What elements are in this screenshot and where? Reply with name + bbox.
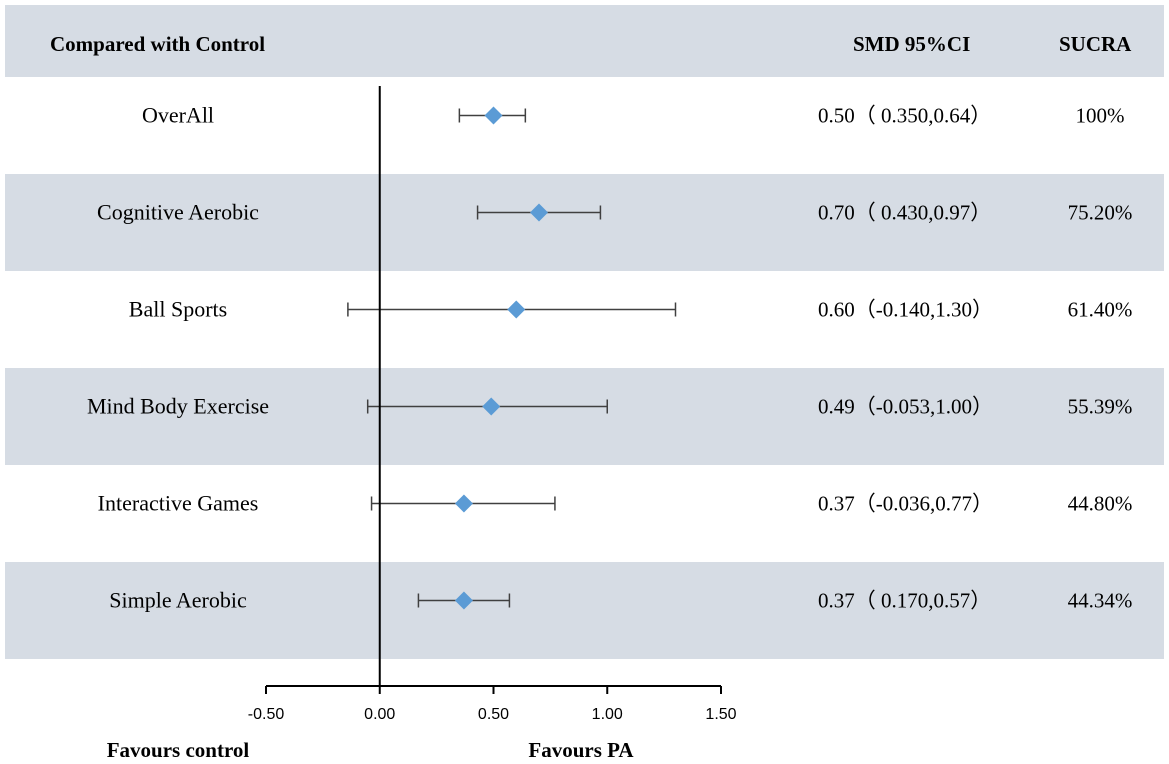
row-label: Simple Aerobic (109, 588, 247, 613)
row-label: Cognitive Aerobic (97, 200, 259, 225)
smd-point-marker (507, 300, 526, 319)
forest-row: Cognitive Aerobic 0.70（ 0.430,0.97） 75.20% (97, 200, 1132, 225)
row-band (5, 368, 1164, 465)
smd-point-marker (484, 106, 503, 125)
header-smd-ci: SMD 95%CI (853, 32, 970, 56)
row-smd-ci: 0.49（-0.053,1.00） (818, 395, 993, 419)
header-compared-with-control: Compared with Control (50, 32, 265, 56)
x-axis: -0.50 0.00 0.50 1.00 1.50 (248, 86, 737, 723)
forest-row: OverAll 0.50（ 0.350,0.64） 100% (142, 103, 1125, 128)
row-band (5, 562, 1164, 659)
x-axis-tick-label: 1.00 (592, 706, 623, 723)
smd-point-marker (530, 203, 548, 222)
row-bands (5, 5, 1164, 659)
forest-rows: OverAll 0.50（ 0.350,0.64） 100% Cognitive Ae… (87, 103, 1132, 613)
row-label: OverAll (142, 103, 214, 128)
row-label: Interactive Games (98, 491, 259, 516)
x-axis-tick-label: 0.50 (478, 706, 509, 723)
row-smd-ci: 0.37（ 0.170,0.57） (818, 589, 991, 613)
row-smd-ci: 0.37（-0.036,0.77） (818, 492, 993, 516)
favours-pa-label: Favours PA (528, 738, 634, 762)
header-sucra: SUCRA (1059, 32, 1132, 56)
row-label: Ball Sports (129, 297, 227, 322)
row-smd-ci: 0.60（-0.140,1.30） (818, 298, 993, 322)
row-sucra: 61.40% (1068, 298, 1133, 322)
forest-row: Ball Sports 0.60（-0.140,1.30） 61.40% (129, 297, 1133, 322)
forest-row: Mind Body Exercise 0.49（-0.053,1.00） 55.39… (87, 394, 1132, 419)
row-smd-ci: 0.70（ 0.430,0.97） (818, 201, 991, 225)
row-sucra: 55.39% (1068, 395, 1133, 419)
row-sucra: 44.80% (1068, 492, 1133, 516)
forest-row: Interactive Games 0.37（-0.036,0.77） 44.80% (98, 491, 1133, 516)
row-sucra: 44.34% (1068, 589, 1133, 613)
row-sucra: 75.20% (1068, 201, 1133, 225)
smd-point-marker (454, 591, 473, 610)
forest-row: Simple Aerobic 0.37（ 0.170,0.57） 44.34% (109, 588, 1132, 613)
x-axis-tick-label: 1.50 (705, 706, 736, 723)
x-axis-tick-label: 0.00 (364, 706, 395, 723)
smd-point-marker (482, 397, 501, 416)
smd-point-marker (454, 494, 473, 513)
row-smd-ci: 0.50（ 0.350,0.64） (818, 104, 991, 128)
row-band (5, 174, 1164, 271)
header-band (5, 5, 1164, 77)
favours-control-label: Favours control (107, 738, 250, 762)
row-sucra: 100% (1076, 104, 1125, 128)
row-label: Mind Body Exercise (87, 394, 269, 419)
x-axis-tick-label: -0.50 (248, 706, 285, 723)
